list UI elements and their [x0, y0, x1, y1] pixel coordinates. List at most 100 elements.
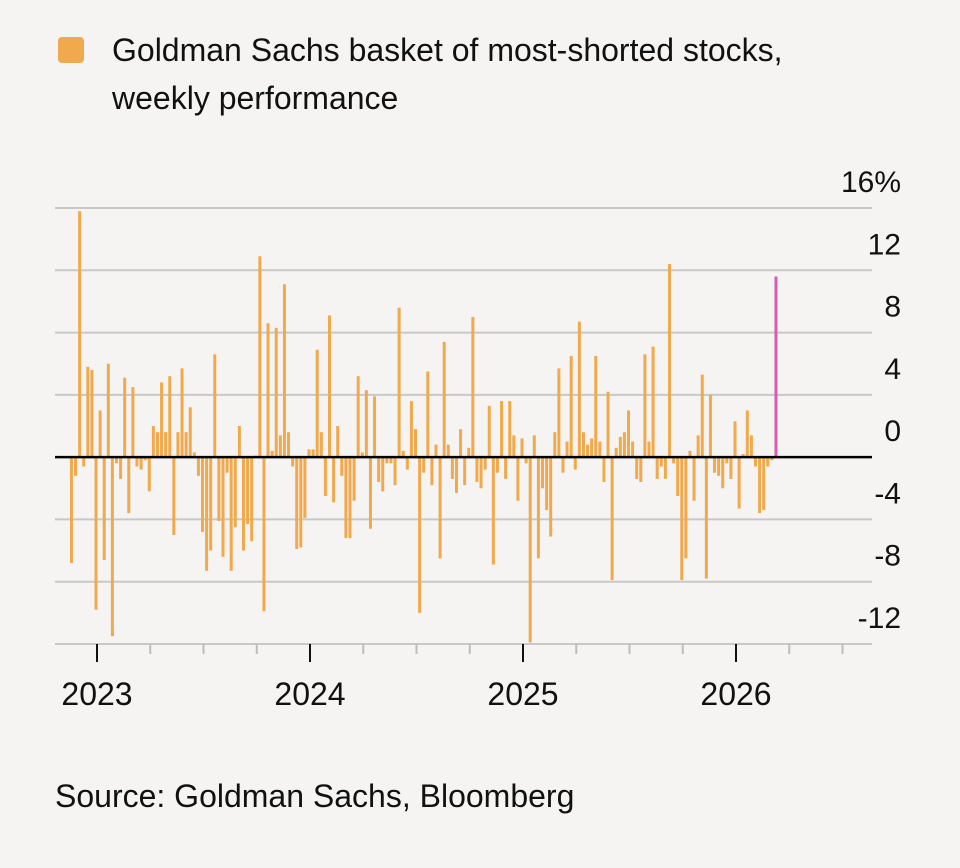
bar [307, 449, 311, 458]
bar [196, 457, 200, 476]
bar [184, 432, 188, 458]
bar [168, 376, 172, 458]
bar [586, 444, 590, 458]
bar [278, 435, 282, 458]
bar [532, 435, 536, 458]
bar [594, 355, 598, 458]
bar [454, 457, 458, 493]
bar [581, 432, 585, 458]
gridlines [55, 207, 872, 645]
bar [119, 457, 123, 479]
bar [557, 368, 561, 458]
bar [672, 457, 676, 464]
bar [704, 457, 708, 579]
x-axis: 2023 2024 2025 2026 [61, 644, 844, 712]
bar [598, 441, 602, 458]
x-tick-label: 2024 [274, 676, 345, 712]
bar [389, 457, 393, 464]
bar [180, 368, 184, 458]
bar [438, 457, 442, 559]
bar [135, 457, 139, 467]
bar [311, 449, 315, 458]
bars [69, 211, 778, 643]
bar [512, 435, 516, 458]
y-axis: 16% 12 8 4 0 -4 -8 -12 [841, 166, 901, 635]
bar [94, 457, 98, 610]
bar [741, 454, 745, 458]
bar [434, 444, 438, 458]
bar [508, 401, 512, 458]
bar [405, 457, 409, 470]
bar [655, 457, 659, 479]
bar [758, 457, 762, 514]
bar [635, 457, 639, 479]
legend-swatch [58, 37, 84, 63]
bar [753, 457, 757, 467]
bar [565, 441, 569, 458]
bar [377, 457, 381, 483]
bar [442, 341, 446, 458]
bar [618, 436, 622, 458]
bar [504, 457, 508, 479]
bar [487, 405, 491, 458]
bar [282, 284, 286, 458]
bar [614, 447, 618, 458]
bar [516, 457, 520, 501]
bar [205, 457, 209, 571]
bar [553, 432, 557, 458]
bar [749, 435, 753, 458]
bar [651, 346, 655, 458]
bar [610, 457, 614, 581]
bar [561, 457, 565, 473]
bar [74, 457, 78, 476]
bar [717, 457, 721, 476]
bar [201, 457, 205, 532]
bar [397, 307, 401, 458]
bar [114, 457, 118, 464]
bar [110, 457, 114, 637]
bar [323, 457, 327, 497]
bar [414, 429, 418, 458]
bar [627, 410, 631, 458]
source-note: Source: Goldman Sachs, Bloomberg [55, 778, 575, 814]
bar [430, 457, 434, 486]
bar [381, 457, 385, 492]
bar [241, 457, 245, 551]
bar [385, 457, 389, 464]
bar [319, 432, 323, 458]
bar [479, 457, 483, 489]
bar [250, 457, 254, 542]
bar [209, 457, 213, 551]
bar [467, 447, 471, 458]
bar [762, 457, 766, 511]
bar [213, 354, 217, 458]
bar [344, 457, 348, 539]
bar [332, 457, 336, 503]
bar [176, 432, 180, 458]
y-tick-label: 0 [884, 415, 901, 448]
bar [78, 211, 82, 458]
y-tick-label: -12 [858, 602, 901, 635]
bar [770, 457, 774, 461]
bar [680, 457, 684, 581]
bar [606, 391, 610, 458]
bar [483, 457, 487, 470]
bar [471, 317, 475, 458]
bar [745, 410, 749, 458]
bar [622, 432, 626, 458]
bar-latest [774, 276, 778, 458]
bar [237, 426, 241, 458]
bar [352, 457, 356, 501]
bar [491, 457, 495, 565]
bar [446, 444, 450, 458]
bar [459, 429, 463, 458]
bar [69, 457, 73, 564]
bar [217, 457, 221, 521]
bar [696, 435, 700, 458]
bar [139, 457, 143, 470]
bar [500, 401, 504, 458]
bar [524, 457, 528, 464]
bar [393, 457, 397, 486]
bar [229, 457, 233, 571]
